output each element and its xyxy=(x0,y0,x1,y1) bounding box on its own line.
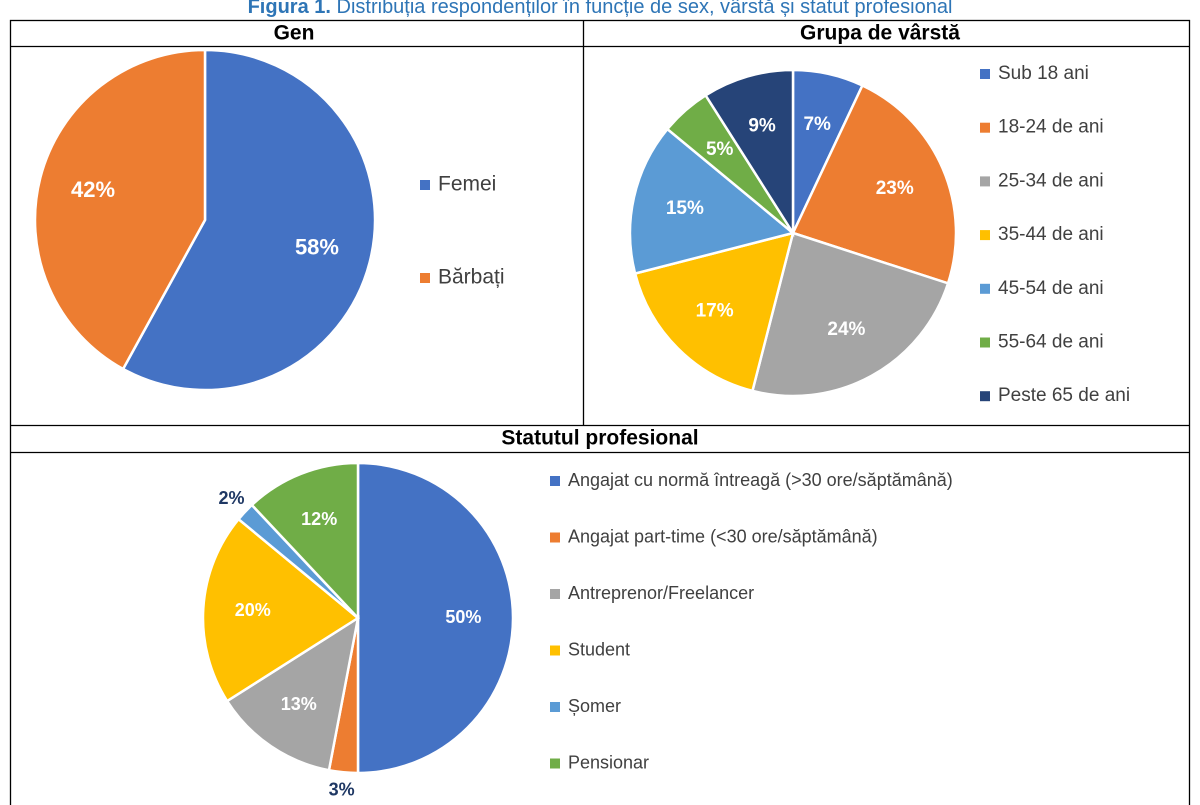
caption-text: Distribuția respondenților în funcție de… xyxy=(337,0,953,18)
legend-label: Pensionar xyxy=(568,752,649,772)
legend-label: Femei xyxy=(438,173,496,196)
legend-label: Peste 65 de ani xyxy=(998,385,1130,406)
data-label: 5% xyxy=(706,139,734,160)
legend-label: Bărbați xyxy=(438,266,505,289)
legend-swatch xyxy=(550,645,560,656)
legend-label: Angajat part-time (<30 ore/săptămână) xyxy=(568,526,878,546)
legend-label: 25-34 de ani xyxy=(998,170,1104,191)
legend-swatch xyxy=(980,122,990,133)
data-label: 12% xyxy=(301,509,337,529)
legend-label: Antreprenor/Freelancer xyxy=(568,583,754,603)
data-label: 13% xyxy=(281,694,317,714)
chart-title: Gen xyxy=(274,22,315,45)
legend-swatch xyxy=(550,532,560,543)
pie-slice xyxy=(121,48,377,392)
data-label: 3% xyxy=(329,780,355,800)
legend-label: Angajat cu normă întreagă (>30 ore/săptă… xyxy=(568,470,953,490)
legend-label: 55-64 de ani xyxy=(998,332,1104,353)
legend-swatch xyxy=(420,180,430,190)
pie-slice xyxy=(750,231,950,398)
data-label: 7% xyxy=(803,114,831,135)
legend-label: Student xyxy=(568,639,630,659)
data-label: 17% xyxy=(696,300,734,321)
data-label: 24% xyxy=(827,319,865,340)
legend-label: 45-54 de ani xyxy=(998,278,1104,299)
caption-label: Figura 1. xyxy=(248,0,331,18)
data-label: 58% xyxy=(295,235,339,260)
legend-label: 18-24 de ani xyxy=(998,117,1104,138)
chart-title: Grupa de vârstă xyxy=(800,22,960,45)
data-label: 2% xyxy=(218,488,244,508)
legend-swatch xyxy=(420,273,430,283)
data-label: 42% xyxy=(71,177,115,202)
legend-swatch xyxy=(980,337,990,348)
legend-label: 35-44 de ani xyxy=(998,224,1104,245)
data-label: 20% xyxy=(235,600,271,620)
legend-label: Sub 18 ani xyxy=(998,63,1089,84)
legend-swatch xyxy=(980,283,990,294)
caption: Figura 1. Distribuția respondenților în … xyxy=(248,0,953,18)
pie-slice xyxy=(33,48,207,371)
pie-slice xyxy=(791,83,958,285)
legend-swatch xyxy=(980,391,990,402)
data-label: 50% xyxy=(445,607,481,627)
table-frame xyxy=(9,19,1191,805)
chart-title: Statutul profesional xyxy=(501,427,698,450)
data-label: 15% xyxy=(666,198,704,219)
legend-swatch xyxy=(550,476,560,486)
legend-swatch xyxy=(980,230,990,241)
legend-swatch xyxy=(550,702,560,712)
legend-swatch xyxy=(980,69,990,79)
legend-swatch xyxy=(550,758,560,769)
legend-label: Șomer xyxy=(568,696,621,716)
legend-swatch xyxy=(550,589,560,599)
data-label: 9% xyxy=(748,116,776,137)
pie-slice xyxy=(201,517,361,703)
table-border xyxy=(9,19,1191,805)
pie-slice xyxy=(250,461,360,622)
pie-slice xyxy=(225,615,360,772)
legend-swatch xyxy=(980,176,990,187)
pie-slice xyxy=(633,231,795,393)
pie-slice xyxy=(356,461,515,775)
pie-slice xyxy=(703,68,795,238)
pie-slice xyxy=(628,127,796,276)
data-label: 23% xyxy=(876,178,914,199)
